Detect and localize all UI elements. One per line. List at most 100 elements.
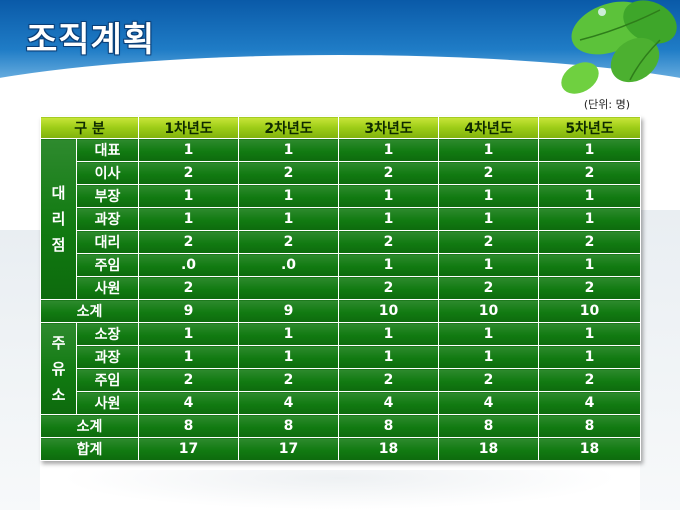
table-row: 주임 .0 .0 1 1 1 [41,253,642,277]
value-cell: 1 [338,138,440,162]
city-backdrop-right [640,210,680,510]
value-cell: 2 [338,230,440,254]
total-cell: 18 [338,437,440,461]
subtotal-cell: 10 [438,299,540,323]
table-row: 사원 2 2 2 2 [41,276,642,300]
value-cell: 1 [338,207,440,231]
role-cell: 소장 [75,322,140,346]
value-cell: 2 [538,161,642,185]
value-cell: 1 [238,138,340,162]
header-year-2: 2차년도 [238,116,340,139]
value-cell: 2 [538,230,642,254]
value-cell: 1 [538,322,642,346]
value-cell: 1 [238,184,340,208]
value-cell: .0 [138,253,240,277]
value-cell: 2 [238,230,340,254]
value-cell: 1 [338,345,440,369]
unit-label: (단위: 명) [583,98,630,111]
value-cell: 4 [138,391,240,415]
value-cell: 1 [438,345,540,369]
value-cell: 4 [538,391,642,415]
table-row: 이사 2 2 2 2 2 [41,161,642,185]
value-cell: 2 [538,276,642,300]
subtotal-cell: 10 [538,299,642,323]
value-cell: 1 [438,138,540,162]
value-cell: 1 [138,138,240,162]
slide-title: 조직계획 [26,20,156,60]
role-cell: 과장 [75,207,140,231]
total-cell: 17 [238,437,340,461]
value-cell: 2 [138,276,240,300]
role-cell: 주임 [75,368,140,392]
value-cell: 2 [138,368,240,392]
role-cell: 사원 [75,391,140,415]
value-cell: 2 [538,368,642,392]
table-row: 주임 2 2 2 2 2 [41,368,642,392]
subtotal-label: 소계 [39,414,140,438]
value-cell: 4 [338,391,440,415]
value-cell: 1 [438,253,540,277]
value-cell: .0 [238,253,340,277]
subtotal-cell: 9 [238,299,340,323]
subtotal-cell: 10 [338,299,440,323]
table-row: 사원 4 4 4 4 4 [41,391,642,415]
value-cell: 2 [138,230,240,254]
table-row: 과장 1 1 1 1 1 [41,207,642,231]
car-reflection [60,470,620,510]
role-cell: 사원 [75,276,140,300]
value-cell: 2 [238,368,340,392]
subtotal-cell: 8 [538,414,642,438]
header-year-4: 4차년도 [438,116,540,139]
value-cell: 1 [538,345,642,369]
subtotal-cell: 8 [238,414,340,438]
value-cell: 4 [438,391,540,415]
table-row: 부장 1 1 1 1 1 [41,184,642,208]
value-cell: 1 [138,322,240,346]
value-cell: 1 [338,322,440,346]
value-cell: 1 [238,322,340,346]
value-cell: 1 [138,345,240,369]
value-cell: 2 [238,161,340,185]
total-label: 합계 [39,437,140,461]
value-cell: 1 [438,207,540,231]
table-header-row: 구 분 1차년도 2차년도 3차년도 4차년도 5차년도 [39,116,642,139]
value-cell: 1 [538,184,642,208]
value-cell: 2 [438,161,540,185]
subtotal-cell: 8 [338,414,440,438]
value-cell: 2 [438,276,540,300]
role-cell: 부장 [75,184,140,208]
header-year-1: 1차년도 [138,116,240,139]
header-year-5: 5차년도 [538,116,642,139]
value-cell: 2 [438,368,540,392]
total-row: 합계 17 17 18 18 18 [39,437,642,461]
total-cell: 17 [138,437,240,461]
value-cell: 1 [338,184,440,208]
total-cell: 18 [538,437,642,461]
value-cell: 1 [138,184,240,208]
subtotal-cell: 8 [138,414,240,438]
total-cell: 18 [438,437,540,461]
role-cell: 주임 [75,253,140,277]
role-cell: 대표 [75,138,140,162]
value-cell: 1 [538,253,642,277]
value-cell: 2 [138,161,240,185]
table-row: 대리 2 2 2 2 2 [41,230,642,254]
subtotal-cell: 9 [138,299,240,323]
value-cell: 2 [338,276,440,300]
value-cell: 4 [238,391,340,415]
header-category: 구 분 [39,116,140,139]
subtotal-row: 소계 9 9 10 10 10 [39,299,642,323]
value-cell: 1 [538,207,642,231]
value-cell: 1 [238,345,340,369]
header-year-3: 3차년도 [338,116,440,139]
value-cell: 2 [438,230,540,254]
value-cell: 1 [438,184,540,208]
value-cell [238,276,340,300]
subtotal-label: 소계 [39,299,140,323]
value-cell: 2 [338,161,440,185]
leaf-decoration-icon [561,0,677,94]
